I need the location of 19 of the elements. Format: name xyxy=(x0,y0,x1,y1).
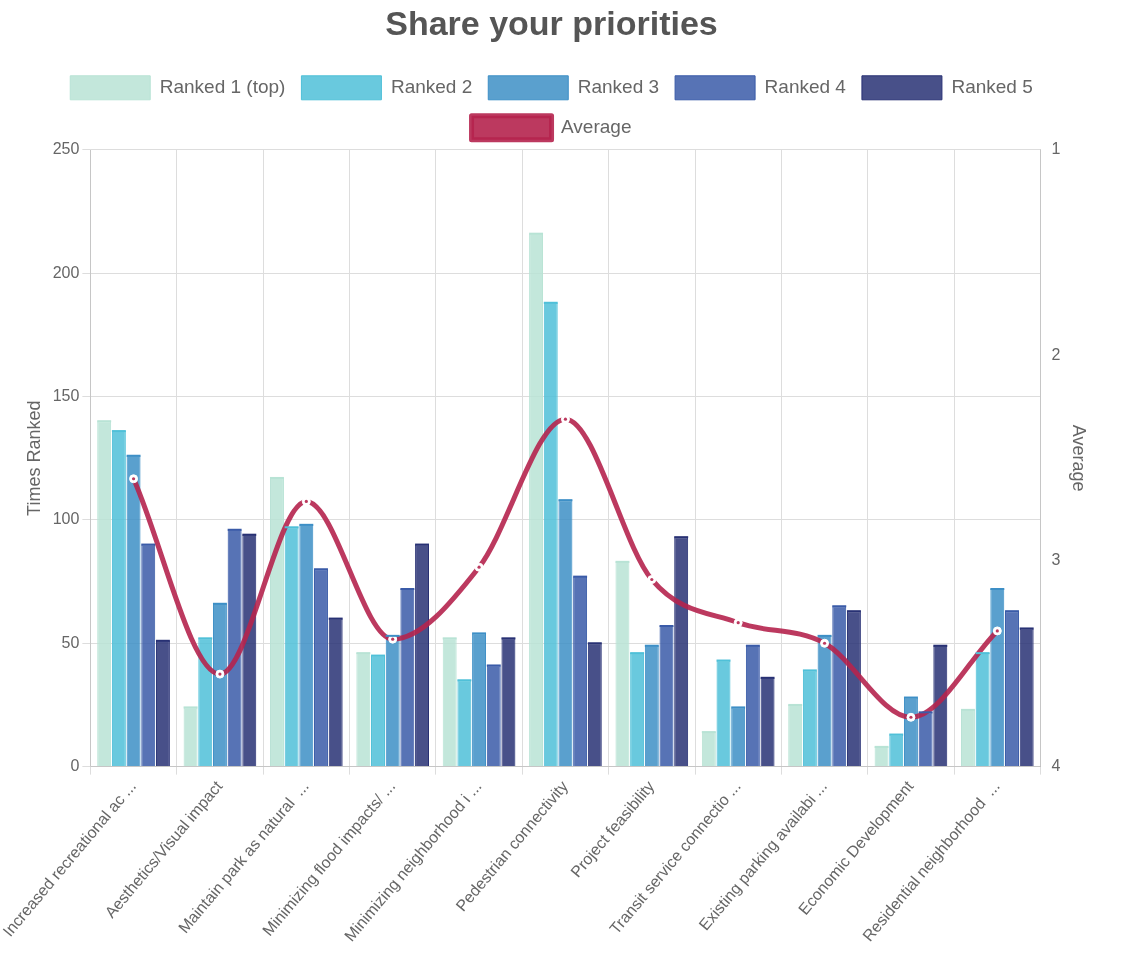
y2-tick-label: 1 xyxy=(1051,140,1061,158)
y2-tick-label: 4 xyxy=(1051,757,1061,775)
legend-label: Ranked 3 xyxy=(577,76,660,98)
y2-axis-title: Average xyxy=(1069,424,1090,492)
legend-label: Ranked 2 xyxy=(390,76,473,98)
legend-label: Ranked 1 (top) xyxy=(159,76,286,98)
legend-label: Ranked 5 xyxy=(951,76,1033,98)
y2-tick-label: 2 xyxy=(1051,345,1061,363)
y-tick-label: 150 xyxy=(52,386,80,404)
y-axis-title: Times Ranked xyxy=(23,400,44,516)
y-tick-label: 0 xyxy=(70,757,80,775)
y2-tick-label: 3 xyxy=(1051,551,1061,569)
y-tick-label: 50 xyxy=(61,633,80,651)
y-tick-label: 200 xyxy=(52,263,80,281)
legend-label: Average xyxy=(561,116,632,138)
y-tick-label: 100 xyxy=(52,510,80,528)
legend-label: Ranked 4 xyxy=(764,76,847,98)
y-tick-label: 250 xyxy=(52,140,80,158)
chart-title: Share your priorities xyxy=(385,3,718,42)
